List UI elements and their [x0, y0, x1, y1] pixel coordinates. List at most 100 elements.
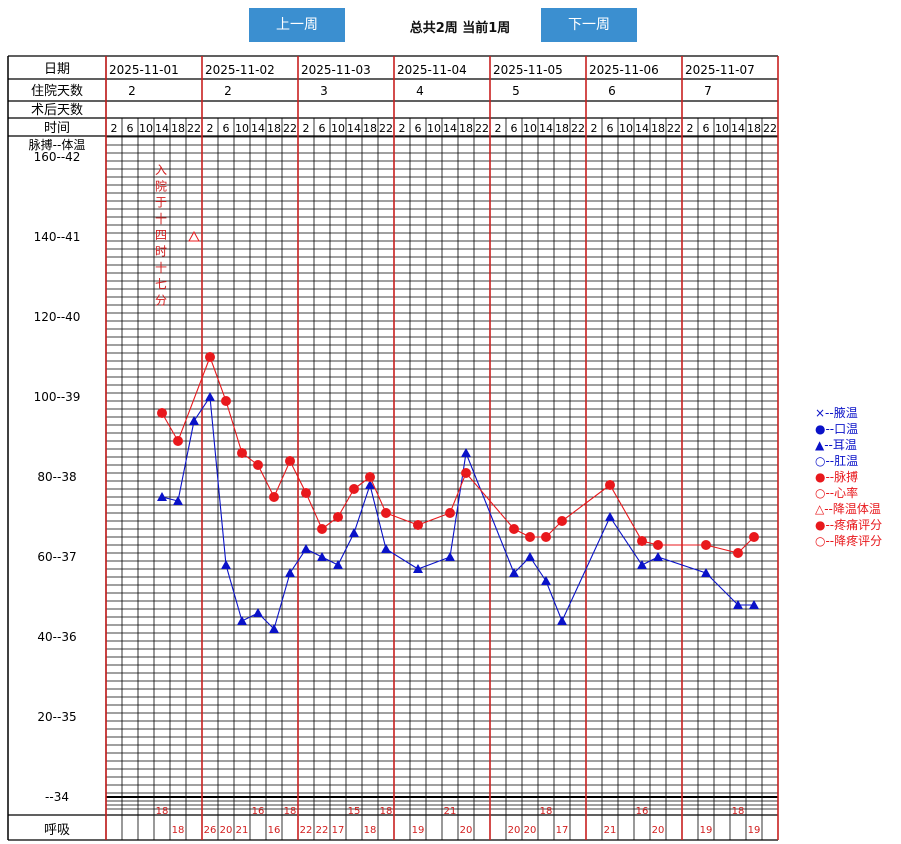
time-label: 14: [443, 122, 457, 135]
legend-item: ○--降疼评分: [815, 533, 882, 548]
time-label: 22: [571, 122, 585, 135]
time-label: 10: [427, 122, 441, 135]
time-label: 22: [283, 122, 297, 135]
temp-point: [317, 552, 327, 561]
legend-item: ●--疼痛评分: [815, 517, 882, 532]
pulse-point: [733, 548, 743, 558]
row-label-time: 时间: [44, 121, 70, 136]
temp-point: [269, 624, 279, 633]
pulse-point: [221, 396, 231, 406]
temp-point: [413, 564, 423, 573]
time-label: 2: [495, 122, 502, 135]
temp-point: [733, 600, 743, 609]
pulse-point: [749, 532, 759, 542]
time-label: 10: [715, 122, 729, 135]
pulse-point: [173, 436, 183, 446]
pulse-point: [157, 408, 167, 418]
legend-item: ▲--耳温: [815, 438, 857, 452]
respiration-value: 18: [732, 806, 745, 817]
respiration-value: 20: [652, 825, 665, 836]
event-note-char: 分: [155, 293, 167, 307]
time-label: 14: [539, 122, 553, 135]
time-label: 6: [319, 122, 326, 135]
time-label: 18: [555, 122, 569, 135]
time-label: 14: [635, 122, 649, 135]
pulse-point: [285, 456, 295, 466]
respiration-value: 22: [316, 825, 329, 836]
y-axis-label: 140--41: [34, 230, 81, 244]
time-label: 6: [703, 122, 710, 135]
temp-point: [653, 552, 663, 561]
pulse-point: [333, 512, 343, 522]
temp-point: [205, 392, 215, 401]
temp-point: [557, 616, 567, 625]
temp-point: [237, 616, 247, 625]
row-label-respiration: 呼吸: [44, 823, 70, 838]
respiration-value: 21: [604, 825, 617, 836]
event-note-char: 七: [155, 277, 167, 291]
respiration-value: 19: [412, 825, 425, 836]
temp-point: [301, 544, 311, 553]
time-label: 22: [379, 122, 393, 135]
time-label: 18: [363, 122, 377, 135]
temp-point: [461, 448, 471, 457]
respiration-value: 16: [636, 806, 649, 817]
time-label: 18: [747, 122, 761, 135]
date-label: 2025-11-01: [109, 63, 179, 77]
event-note-char: 于: [155, 196, 167, 210]
event-note-char: 院: [155, 179, 167, 193]
temp-point: [637, 560, 647, 569]
temp-point: [365, 480, 375, 489]
time-label: 6: [223, 122, 230, 135]
prev-week-button[interactable]: 上一周: [249, 8, 345, 42]
time-label: 10: [619, 122, 633, 135]
time-label: 6: [511, 122, 518, 135]
time-label: 22: [187, 122, 201, 135]
week-info: 总共2周 当前1周: [409, 21, 511, 36]
time-label: 6: [415, 122, 422, 135]
respiration-value: 20: [220, 825, 233, 836]
date-label: 2025-11-06: [589, 63, 659, 77]
respiration-value: 18: [284, 806, 297, 817]
temp-point: [381, 544, 391, 553]
hospital-day-value: 4: [416, 84, 424, 98]
hospital-day-value: 6: [608, 84, 616, 98]
row-label-post-op-days: 术后天数: [31, 103, 83, 118]
y-axis-label: 60--37: [37, 550, 76, 564]
pulse-point: [557, 516, 567, 526]
temp-point: [749, 600, 759, 609]
legend-item: ●--脉搏: [815, 469, 858, 484]
time-label: 22: [667, 122, 681, 135]
temp-point: [253, 608, 263, 617]
time-label: 22: [475, 122, 489, 135]
y-axis-label: --34: [45, 790, 69, 804]
pulse-point: [509, 524, 519, 534]
event-note-char: 时: [155, 245, 167, 259]
event-note-char: 四: [155, 228, 167, 242]
cooling-temp-marker: [188, 230, 200, 242]
date-label: 2025-11-02: [205, 63, 275, 77]
y-axis-label: 80--38: [37, 470, 76, 484]
time-label: 14: [731, 122, 745, 135]
time-label: 22: [763, 122, 777, 135]
next-week-button[interactable]: 下一周: [541, 8, 637, 42]
temp-point: [349, 528, 359, 537]
row-label-hospital-days: 住院天数: [31, 84, 83, 99]
respiration-value: 15: [348, 806, 361, 817]
time-label: 10: [331, 122, 345, 135]
pulse-point: [653, 540, 663, 550]
respiration-value: 18: [364, 825, 377, 836]
hospital-day-value: 2: [128, 84, 136, 98]
hospital-day-value: 7: [704, 84, 712, 98]
pulse-point: [205, 352, 215, 362]
pulse-point: [365, 472, 375, 482]
hospital-day-value: 5: [512, 84, 520, 98]
time-label: 18: [171, 122, 185, 135]
temp-point: [285, 568, 295, 577]
temp-point: [173, 496, 183, 505]
respiration-value: 20: [508, 825, 521, 836]
y-axis-label: 20--35: [37, 710, 76, 724]
pulse-point: [237, 448, 247, 458]
time-label: 2: [687, 122, 694, 135]
